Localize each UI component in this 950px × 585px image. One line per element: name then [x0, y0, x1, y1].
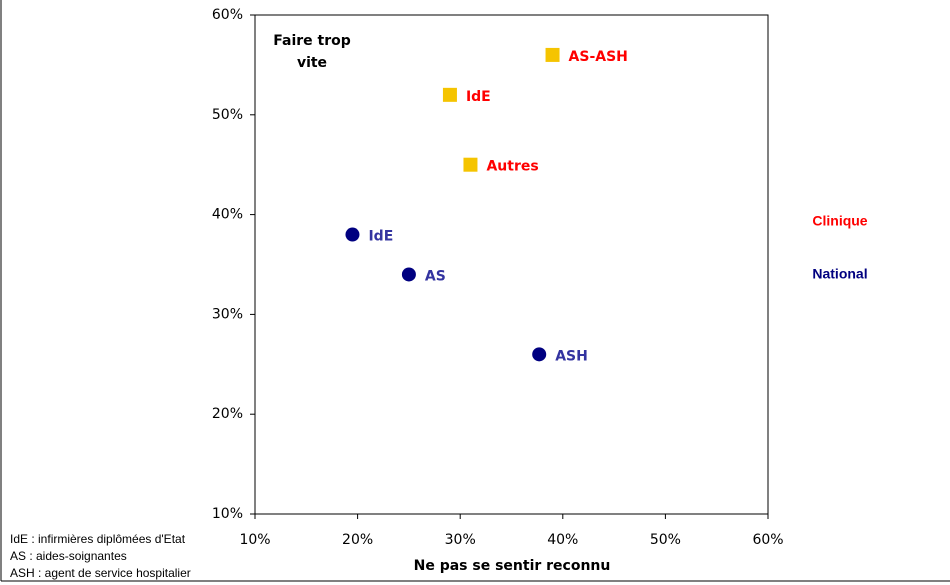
point-label: IdE	[368, 229, 393, 245]
point	[401, 267, 416, 282]
y-tick-label: 30%	[212, 306, 243, 322]
point	[345, 227, 360, 242]
x-tick-label: 20%	[342, 532, 373, 548]
point-label: ASH	[555, 348, 588, 364]
x-tick-label: 30%	[445, 532, 476, 548]
note: ASH : agent de service hospitalier	[10, 566, 191, 580]
annotation: Faire trop vite	[273, 33, 351, 71]
note: AS : aides-soignantes	[10, 549, 127, 563]
x-tick-label: 60%	[752, 532, 783, 548]
point-label: Autres	[486, 159, 538, 175]
point	[532, 347, 547, 362]
y-tick-label: 40%	[212, 207, 243, 223]
notes: IdE : infirmières diplômées d'Etat AS : a…	[10, 531, 191, 582]
x-tick-label: 50%	[650, 532, 681, 548]
legend-entry: Clinique	[812, 213, 867, 229]
y-tick-label: 60%	[212, 7, 243, 23]
point-label: AS-ASH	[569, 49, 628, 65]
point-label: IdE	[466, 89, 491, 105]
point-label: AS	[425, 268, 446, 284]
point	[463, 157, 478, 172]
y-tick-label: 20%	[212, 406, 243, 422]
x-axis-label: Ne pas se sentir reconnu	[414, 558, 611, 574]
legend-entry: National	[812, 266, 867, 282]
x-tick-label: 10%	[239, 532, 270, 548]
point	[442, 87, 457, 102]
y-tick-label: 50%	[212, 107, 243, 123]
y-tick-label: 10%	[212, 506, 243, 522]
note: IdE : infirmières diplômées d'Etat	[10, 532, 186, 546]
x-tick-label: 40%	[547, 532, 578, 548]
plot-frame	[254, 14, 769, 515]
point	[545, 47, 560, 62]
